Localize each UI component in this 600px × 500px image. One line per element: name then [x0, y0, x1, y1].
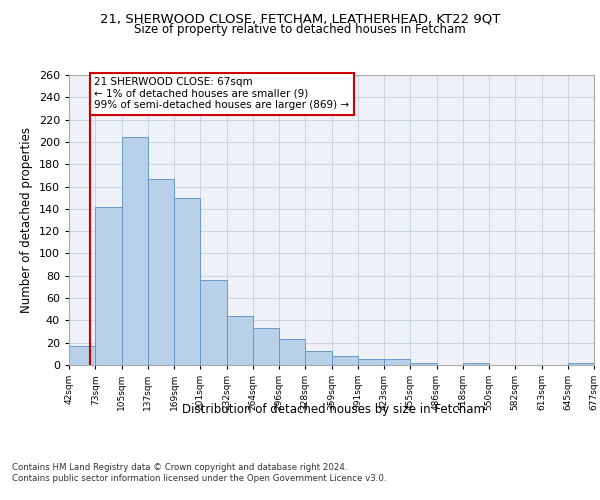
Bar [148, 178, 174, 365]
Bar [463, 363, 489, 365]
Text: Size of property relative to detached houses in Fetcham: Size of property relative to detached ho… [134, 24, 466, 36]
Bar [200, 280, 227, 365]
Bar [384, 360, 410, 365]
Text: Distribution of detached houses by size in Fetcham: Distribution of detached houses by size … [182, 402, 485, 415]
Bar [305, 350, 331, 365]
Text: 21 SHERWOOD CLOSE: 67sqm
← 1% of detached houses are smaller (9)
99% of semi-det: 21 SHERWOOD CLOSE: 67sqm ← 1% of detache… [94, 77, 350, 110]
Bar [358, 360, 384, 365]
Y-axis label: Number of detached properties: Number of detached properties [20, 127, 33, 313]
Bar [95, 206, 121, 365]
Text: Contains HM Land Registry data © Crown copyright and database right 2024.: Contains HM Land Registry data © Crown c… [12, 462, 347, 471]
Bar [568, 363, 594, 365]
Text: Contains public sector information licensed under the Open Government Licence v3: Contains public sector information licen… [12, 474, 386, 483]
Text: 21, SHERWOOD CLOSE, FETCHAM, LEATHERHEAD, KT22 9QT: 21, SHERWOOD CLOSE, FETCHAM, LEATHERHEAD… [100, 12, 500, 26]
Bar [253, 328, 279, 365]
Bar [174, 198, 200, 365]
Bar [331, 356, 358, 365]
Bar [69, 346, 95, 365]
Bar [227, 316, 253, 365]
Bar [121, 138, 148, 365]
Bar [410, 363, 437, 365]
Bar [279, 340, 305, 365]
